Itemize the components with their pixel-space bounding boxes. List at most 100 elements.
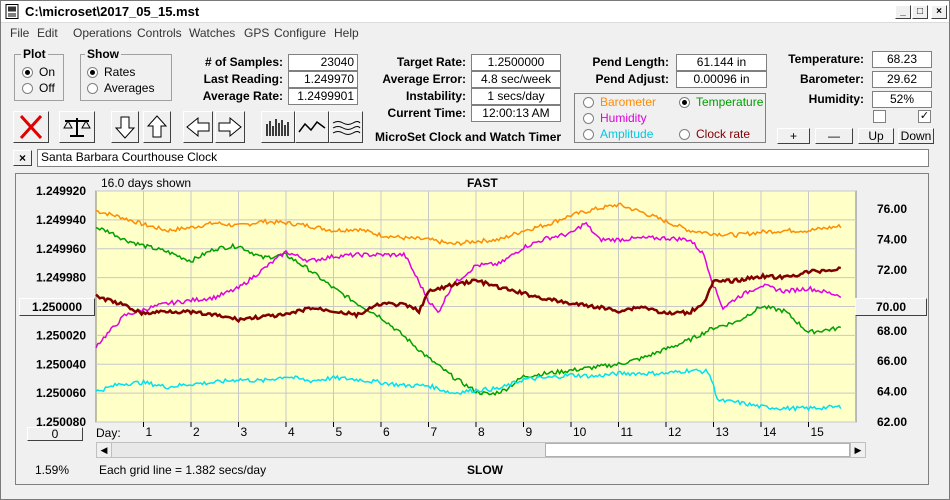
day-tick-label: 2 <box>193 425 200 439</box>
histogram-button[interactable] <box>261 111 295 143</box>
minus-button[interactable]: — <box>815 128 853 144</box>
show-rates-label: Rates <box>104 65 136 79</box>
series-humidity <box>95 221 842 349</box>
app-icon <box>5 4 19 19</box>
product-title: MicroSet Clock and Watch Timer <box>375 130 562 144</box>
center-rate-button[interactable]: 1.250000 <box>19 298 95 316</box>
up-button[interactable]: Up <box>858 128 894 144</box>
scroll-left-arrow[interactable]: ◀ <box>97 443 112 457</box>
left-arrow-icon <box>186 116 210 138</box>
instability-label: Instability: <box>405 89 466 103</box>
plot-off-radio[interactable] <box>22 83 33 94</box>
fast-label: FAST <box>467 176 498 190</box>
scroll-up-button[interactable] <box>143 111 171 143</box>
scroll-thumb[interactable] <box>545 443 850 457</box>
window-title: C:\microset\2017_05_15.mst <box>25 4 200 19</box>
down-arrow-icon <box>114 116 136 139</box>
minimize-button[interactable]: _ <box>895 5 911 19</box>
clock-rate-radio[interactable] <box>679 129 690 140</box>
balance-button[interactable] <box>59 111 95 143</box>
clock-close-button[interactable]: × <box>13 150 32 166</box>
current-time-label: Current Time: <box>387 106 466 120</box>
amplitude-radio[interactable] <box>583 129 594 140</box>
barometer-radio[interactable] <box>583 97 594 108</box>
average-error-field: 4.8 sec/week <box>471 71 561 88</box>
humidity-radio[interactable] <box>583 113 594 124</box>
right-tick-label: 66.00 <box>877 354 907 368</box>
down-button[interactable]: Down <box>898 128 934 144</box>
menu-help[interactable]: Help <box>334 26 359 40</box>
scroll-right-arrow[interactable]: ▶ <box>850 443 865 457</box>
menu-gps[interactable]: GPS <box>244 26 270 40</box>
average-error-label: Average Error: <box>382 72 466 86</box>
average-rate-field: 1.2499901 <box>288 88 358 105</box>
plot-off-label: Off <box>39 81 55 95</box>
show-averages-radio[interactable] <box>87 83 98 94</box>
day-tick-label: 10 <box>573 425 587 439</box>
show-rates-radio[interactable] <box>87 67 98 78</box>
day-tick-label: 12 <box>668 425 682 439</box>
series-barometer <box>95 202 842 247</box>
clock-name-field[interactable]: Santa Barbara Courthouse Clock <box>37 149 929 167</box>
day-tick-label: 5 <box>336 425 343 439</box>
right-tick-label: 76.00 <box>877 202 907 216</box>
right-tick-label: 62.00 <box>877 415 907 429</box>
up-arrow-icon <box>146 115 168 138</box>
left-tick-label: 1.250060 <box>36 386 86 400</box>
menu-file[interactable]: File <box>10 26 30 40</box>
menu-configure[interactable]: Configure <box>274 26 327 40</box>
pend-adjust-field: 0.00096 in <box>676 71 767 88</box>
target-rate-field[interactable]: 1.2500000 <box>471 54 561 71</box>
last-reading-field: 1.249970 <box>288 71 358 88</box>
maximize-button[interactable]: □ <box>912 5 928 19</box>
target-rate-label: Target Rate: <box>396 55 466 69</box>
left-tick-label: 1.250040 <box>36 357 86 371</box>
left-tick-label: 1.250020 <box>36 328 86 342</box>
pend-length-field[interactable]: 61.144 in <box>676 54 767 71</box>
pend-length-label: Pend Length: <box>592 55 669 69</box>
histogram-icon <box>266 119 289 136</box>
temperature-field: 68.23 <box>872 51 932 68</box>
scroll-down-button[interactable] <box>111 111 139 143</box>
clear-button[interactable] <box>13 111 49 143</box>
show-averages-label: Averages <box>104 81 155 95</box>
right-axis-button[interactable]: 70.00 <box>855 298 927 316</box>
menu-edit[interactable]: Edit <box>37 26 58 40</box>
menu-operations[interactable]: Operations <box>73 26 132 40</box>
sensor-box <box>574 93 766 143</box>
day-tick-label: 14 <box>763 425 777 439</box>
graph-panel <box>15 173 929 485</box>
barometer-label: Barometer: <box>799 72 864 86</box>
left-tick-label: 1.250080 <box>36 415 86 429</box>
left-tick-label: 1.249920 <box>36 184 86 198</box>
humidity-label: Humidity: <box>808 92 864 106</box>
series-clock-rate <box>95 266 842 324</box>
right-tick-label: 68.00 <box>877 324 907 338</box>
wave-icon <box>332 121 361 135</box>
temperature-radio[interactable] <box>679 97 690 108</box>
close-button[interactable]: × <box>931 5 947 19</box>
show-group <box>80 54 172 101</box>
checkbox-left[interactable] <box>873 110 886 123</box>
plot-on-radio[interactable] <box>22 67 33 78</box>
humidity-radio-label: Humidity <box>600 111 647 125</box>
menu-bar: File Edit Operations Controls Watches GP… <box>1 23 949 43</box>
plus-button[interactable]: + <box>777 128 810 144</box>
day-tick-label: 13 <box>716 425 730 439</box>
menu-watches[interactable]: Watches <box>189 26 236 40</box>
last-reading-label: Last Reading: <box>203 72 283 86</box>
menu-controls[interactable]: Controls <box>137 26 182 40</box>
scroll-left-button[interactable] <box>183 111 213 143</box>
offset-button[interactable]: 0 <box>27 427 83 441</box>
line-graph-button[interactable] <box>295 111 329 143</box>
checkbox-right[interactable]: ✓ <box>918 110 931 123</box>
right-arrow-icon <box>218 116 242 138</box>
horizontal-scrollbar[interactable]: ◀ ▶ <box>96 442 866 458</box>
scroll-right-button[interactable] <box>215 111 245 143</box>
samples-label: # of Samples: <box>204 55 283 69</box>
plot-group-title: Plot <box>21 47 48 61</box>
wave-graph-button[interactable] <box>329 111 363 143</box>
line-graph-icon <box>298 120 326 133</box>
